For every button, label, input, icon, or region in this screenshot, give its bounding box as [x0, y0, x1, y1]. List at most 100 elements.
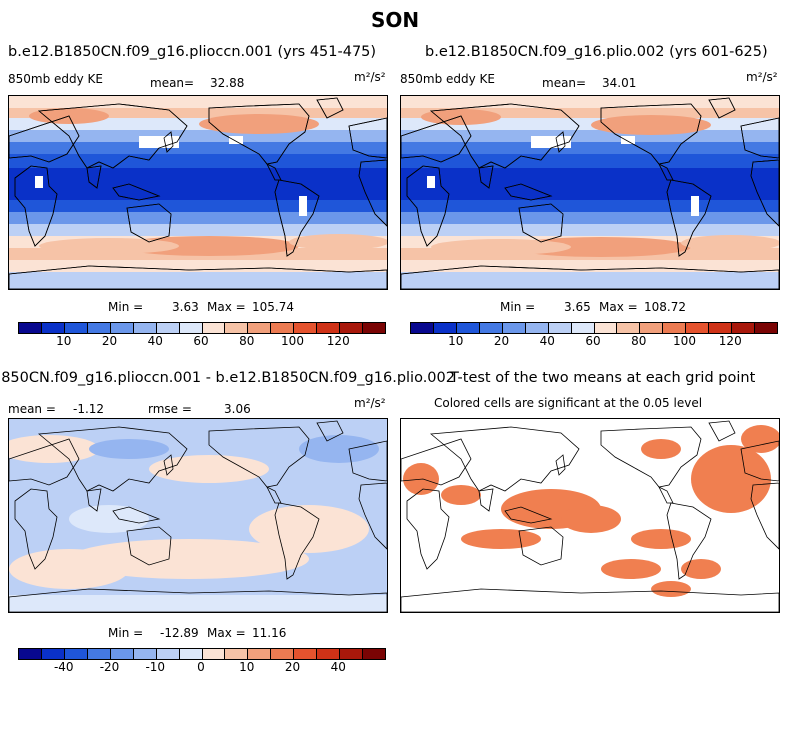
- colorbar-swatch: [640, 323, 664, 333]
- panel2-title: b.e12.B1850CN.f09_g16.plio.002 (yrs 601-…: [425, 44, 768, 60]
- field-band: [401, 200, 779, 212]
- field-blob: [199, 114, 319, 134]
- land-outline: [600, 426, 702, 488]
- colorbar-swatch: [179, 323, 203, 333]
- colorbar-tick-label: 40: [539, 334, 555, 348]
- colorbar-tick-label: -40: [53, 660, 74, 674]
- colorbar-swatch: [294, 649, 318, 659]
- panel4-title: T-test of the two means at each grid poi…: [450, 370, 756, 386]
- panel3-min-value: -12.89: [160, 626, 199, 640]
- land-outline: [9, 588, 387, 612]
- panel3-map: [8, 418, 388, 613]
- land-outline: [163, 131, 174, 153]
- land-outline: [274, 502, 320, 580]
- colorbar-tick-label: 20: [493, 334, 510, 348]
- panel3-max-value: 11.16: [252, 626, 287, 640]
- colorbar-swatch: [732, 323, 756, 333]
- land-outline: [478, 488, 494, 512]
- colorbar-swatch: [156, 649, 180, 659]
- colorbar-tick-label: 80: [239, 334, 255, 348]
- significant-region: [691, 445, 771, 513]
- field-blob: [681, 235, 779, 251]
- panel4-map: [400, 418, 780, 613]
- panel1-max-value: 105.74: [252, 300, 294, 314]
- panel2-units: m²/s²: [746, 70, 778, 84]
- significant-region: [601, 559, 661, 579]
- colorbar-swatch: [64, 649, 88, 659]
- land-outline: [126, 526, 172, 566]
- field-band: [401, 96, 779, 108]
- field-blob: [511, 237, 691, 257]
- colorbar-swatch: [133, 649, 157, 659]
- colorbar-tick-label: 120: [718, 334, 742, 348]
- panel3-min-label: Min =: [108, 626, 144, 640]
- colorbar-tick-label: 100: [673, 334, 696, 348]
- field-blob: [9, 549, 129, 589]
- masked-area: [427, 176, 435, 188]
- land-outline: [518, 203, 564, 243]
- land-outline: [401, 265, 779, 289]
- field-band: [401, 168, 779, 184]
- land-outline: [600, 103, 702, 165]
- field-band: [9, 595, 387, 612]
- field-band: [9, 184, 387, 200]
- masked-area: [691, 196, 699, 216]
- panel1-mean-value: 32.88: [210, 76, 245, 90]
- land-outline: [274, 179, 320, 257]
- colorbar-swatch: [225, 323, 249, 333]
- land-outline: [348, 440, 387, 482]
- land-outline: [86, 488, 102, 512]
- panel3-colorbar: [18, 648, 386, 660]
- land-outline: [666, 179, 712, 257]
- panel1-min-value: 3.63: [172, 300, 199, 314]
- masked-area: [35, 176, 43, 188]
- field-band: [401, 272, 779, 289]
- panel3-units: m²/s²: [354, 396, 386, 410]
- panel2-map: [400, 95, 780, 290]
- land-outline: [358, 482, 387, 550]
- colorbar-tick-label: 60: [193, 334, 209, 348]
- land-outline: [86, 165, 102, 189]
- panel1-map: [8, 95, 388, 290]
- field-blob: [289, 234, 387, 250]
- colorbar-tick-label: 20: [101, 334, 118, 348]
- panel2-max-value: 108.72: [644, 300, 686, 314]
- panel3-max-label: Max =: [207, 626, 246, 640]
- field-band: [401, 212, 779, 224]
- field-band: [9, 96, 387, 108]
- colorbar-swatch: [617, 323, 641, 333]
- colorbar-swatch: [294, 323, 318, 333]
- colorbar-swatch: [594, 323, 618, 333]
- colorbar-tick-label: 10: [448, 334, 464, 348]
- colorbar-swatch: [271, 323, 295, 333]
- land-outline: [112, 183, 161, 201]
- land-outline: [126, 203, 172, 243]
- land-outline: [9, 265, 387, 289]
- panel1-min-label: Min =: [108, 300, 144, 314]
- panel3-mean-value: -1.12: [73, 402, 105, 416]
- panel3-title: b.e12.B1850CN.f09_g16.plioccn.001 - b.e1…: [0, 370, 455, 386]
- land-outline: [208, 103, 310, 165]
- colorbar-tick-label: 10: [239, 660, 255, 674]
- colorbar-tick-label: 60: [585, 334, 601, 348]
- field-band: [9, 260, 387, 272]
- panel2-colorbar: [410, 322, 778, 334]
- field-band: [9, 154, 387, 168]
- field-blob: [421, 109, 501, 125]
- land-outline: [478, 165, 494, 189]
- colorbar-swatch: [225, 649, 249, 659]
- field-blob: [431, 239, 571, 255]
- colorbar-tick-label: -10: [145, 660, 166, 674]
- colorbar-tick-label: 100: [281, 334, 304, 348]
- colorbar-tick-label: -20: [99, 660, 120, 674]
- colorbar-swatch: [19, 323, 42, 333]
- land-outline: [9, 115, 80, 163]
- colorbar-swatch: [110, 649, 134, 659]
- colorbar-swatch: [202, 649, 226, 659]
- field-band: [9, 212, 387, 224]
- field-band: [9, 130, 387, 142]
- colorbar-swatch: [663, 323, 687, 333]
- land-outline: [740, 117, 779, 159]
- land-outline: [504, 506, 553, 524]
- colorbar-swatch: [110, 323, 134, 333]
